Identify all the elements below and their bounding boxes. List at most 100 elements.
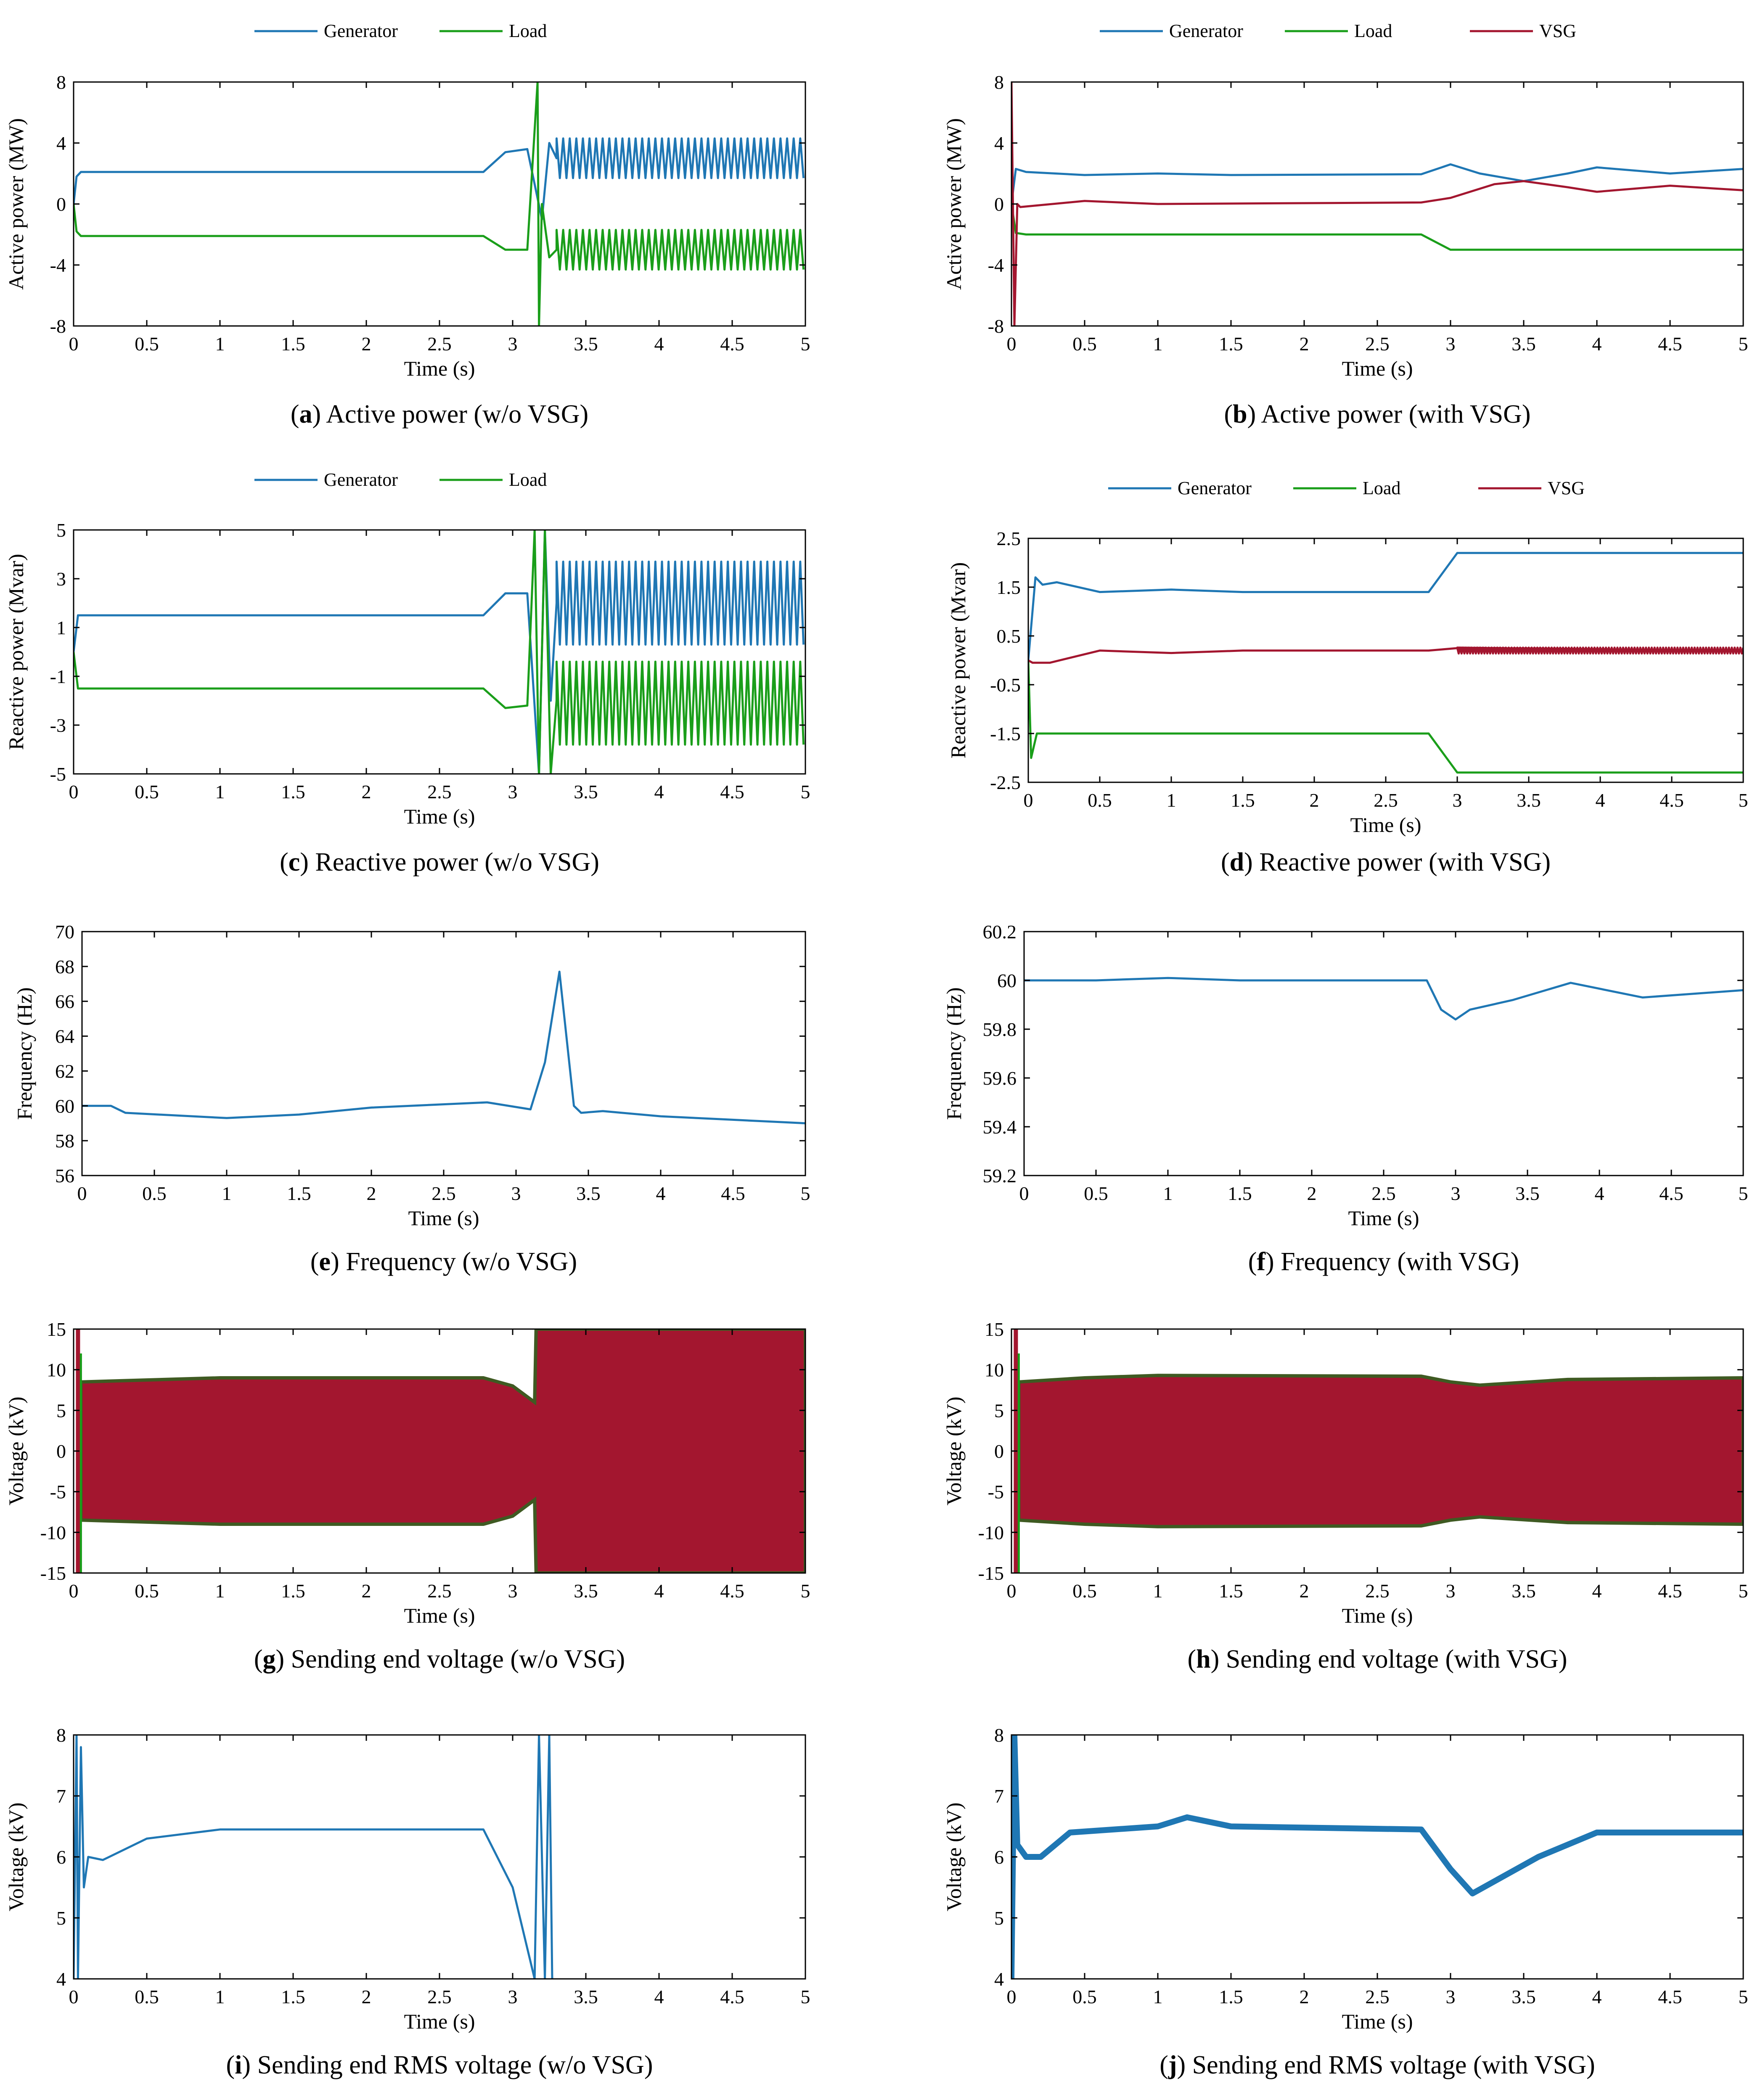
plot-frame	[81, 931, 806, 1176]
x-tick-label: 2.5	[1365, 333, 1390, 355]
x-tick-label: 4.5	[720, 781, 744, 802]
x-tick-label: 5	[1739, 333, 1748, 355]
y-tick-label: 0	[994, 193, 1004, 215]
x-tick-label: 3.5	[1512, 1986, 1536, 2007]
y-tick-label: 1	[56, 617, 66, 638]
x-tick-label: 0	[77, 1183, 87, 1204]
legend: Generator Load VSG	[1100, 21, 1576, 41]
x-tick-label: 2.5	[1365, 1580, 1390, 1602]
y-tick-label: -0.5	[990, 674, 1021, 696]
y-axis-label: Frequency (Hz)	[13, 987, 36, 1120]
y-tick-label: -10	[978, 1522, 1004, 1543]
series-line-j	[1011, 1735, 1743, 1979]
legend: Generator Load	[254, 21, 547, 41]
series-load-b	[1011, 204, 1743, 251]
x-tick-label: 1.5	[281, 1986, 305, 2007]
y-tick-label: 60.2	[983, 921, 1017, 943]
plot-frame	[73, 81, 806, 327]
x-tick-label: 2	[362, 333, 371, 355]
y-tick-label: 64	[55, 1026, 74, 1047]
x-tick-label: 0.5	[135, 333, 159, 355]
x-tick-label: 2	[1307, 1183, 1317, 1204]
x-tick-label: 5	[801, 1580, 810, 1602]
plot-frame	[1011, 1734, 1744, 1980]
caption: (e) Frequency (w/o VSG)	[310, 1247, 577, 1276]
x-tick-label: 4.5	[1660, 789, 1684, 811]
caption: (b) Active power (with VSG)	[1224, 400, 1531, 429]
plot-area	[82, 970, 805, 1125]
x-tick-label: 1.5	[1231, 789, 1255, 811]
x-tick-label: 4.5	[1659, 1183, 1684, 1204]
x-tick-label: 0.5	[1072, 1986, 1097, 2007]
x-tick-label: 1	[215, 1580, 225, 1602]
plot-area	[74, 1735, 553, 1979]
x-axis-label: Time (s)	[404, 805, 475, 828]
y-tick-label: 4	[994, 1968, 1004, 1990]
legend: Generator Load VSG	[1108, 478, 1585, 498]
chart-f: 0 0.5 1 1.5 2 2.5 3 3.5 4 4.5 5 59.2 59.4 59.6 59.8 60 6…	[942, 921, 1748, 1276]
y-tick-label: -5	[50, 763, 66, 785]
x-tick-label: 1.5	[281, 781, 305, 802]
x-tick-label: 3	[511, 1183, 521, 1204]
x-tick-label: 4.5	[1658, 1986, 1682, 2007]
x-tick-label: 3.5	[1515, 1183, 1540, 1204]
caption: (d) Reactive power (with VSG)	[1221, 848, 1551, 877]
x-tick-label: 3.5	[574, 1986, 598, 2007]
caption: (i) Sending end RMS voltage (w/o VSG)	[226, 2051, 653, 2079]
legend-entry: Generator	[1169, 21, 1243, 41]
x-axis-label: Time (s)	[1348, 1206, 1419, 1230]
x-tick-label: 5	[1739, 1183, 1748, 1204]
plot-area	[1011, 1735, 1743, 1979]
x-tick-label: 5	[801, 781, 810, 802]
x-tick-label: 2.5	[1374, 789, 1398, 811]
y-tick-label: 15	[47, 1319, 66, 1340]
y-tick-label: 68	[55, 956, 74, 977]
caption: (a) Active power (w/o VSG)	[291, 400, 588, 429]
x-tick-label: 4	[1592, 1986, 1602, 2007]
x-tick-label: 2	[362, 781, 371, 802]
x-tick-label: 5	[1739, 789, 1748, 811]
x-tick-label: 0	[69, 333, 79, 355]
plot-frame	[1023, 931, 1744, 1176]
plot-frame	[1027, 538, 1744, 783]
plot-area	[1028, 552, 1743, 774]
series-generator-a	[74, 137, 805, 220]
x-tick-label: 1.5	[1219, 1986, 1243, 2007]
x-tick-label: 3.5	[1512, 333, 1536, 355]
legend-entry: VSG	[1539, 21, 1576, 41]
x-tick-label: 3.5	[1517, 789, 1541, 811]
series-load-d	[1028, 660, 1743, 774]
x-tick-label: 1.5	[1228, 1183, 1252, 1204]
x-tick-label: 0.5	[1072, 1580, 1097, 1602]
x-tick-label: 5	[1739, 1580, 1748, 1602]
x-tick-label: 2.5	[427, 1986, 452, 2007]
y-tick-label: 4	[56, 132, 66, 154]
x-tick-label: 2	[1300, 1986, 1309, 2007]
y-tick-label: 59.6	[983, 1067, 1017, 1089]
plot-area	[74, 82, 805, 326]
y-tick-label: 5	[56, 1907, 66, 1929]
x-tick-label: 4	[654, 1580, 664, 1602]
x-tick-label: 4.5	[720, 1580, 744, 1602]
x-tick-label: 0	[1007, 1580, 1017, 1602]
x-tick-label: 1.5	[1219, 333, 1243, 355]
x-tick-label: 4	[1592, 333, 1602, 355]
y-tick-label: 56	[55, 1165, 74, 1186]
series-generator-b	[1011, 163, 1743, 204]
y-tick-label: 7	[994, 1785, 1004, 1807]
y-axis-label: Reactive power (Mvar)	[4, 554, 28, 750]
x-tick-label: 3	[1453, 789, 1462, 811]
chart-e: 0 0.5 1 1.5 2 2.5 3 3.5 4 4.5 5 56 58 60 62 64 66 68 70 Tim…	[13, 921, 810, 1276]
y-axis-label: Voltage (kV)	[4, 1803, 28, 1912]
series-generator-d	[1028, 552, 1743, 661]
y-tick-label: 66	[55, 991, 74, 1012]
y-tick-label: 10	[985, 1359, 1004, 1381]
y-tick-label: 1.5	[997, 577, 1021, 598]
legend-entry: VSG	[1548, 478, 1585, 498]
y-tick-label: 8	[994, 1724, 1004, 1746]
plot-area	[74, 530, 805, 774]
series-line-i	[74, 1735, 553, 1979]
plot-area	[1024, 977, 1743, 1021]
x-tick-label: 2.5	[1365, 1986, 1390, 2007]
caption: (c) Reactive power (w/o VSG)	[280, 848, 599, 877]
